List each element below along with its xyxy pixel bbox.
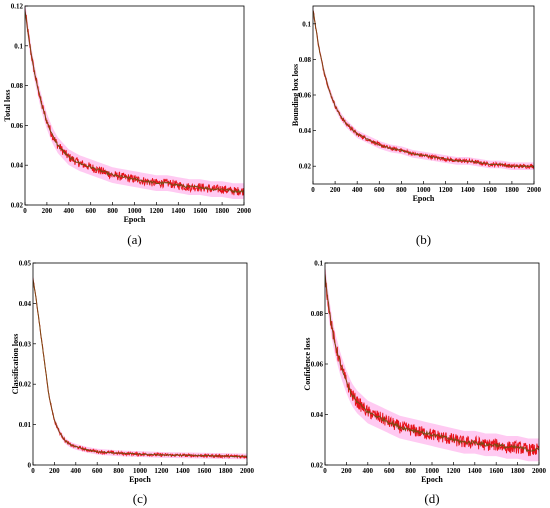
x-tick-label: 400 [64, 207, 75, 215]
y-tick-label: 0.04 [11, 162, 24, 170]
y-tick-label: 0.04 [299, 127, 312, 135]
x-tick-label: 800 [396, 186, 407, 194]
panel-caption: (c) [133, 491, 147, 506]
y-tick-label: 0.06 [11, 122, 24, 130]
y-tick-label: 0.02 [19, 381, 32, 389]
y-tick-label: 0.05 [19, 260, 32, 268]
x-axis-label: Epoch [124, 215, 146, 224]
x-tick-label: 1800 [505, 186, 520, 194]
x-tick-label: 1600 [483, 186, 498, 194]
x-tick-label: 1600 [193, 207, 208, 215]
x-tick-label: 1600 [489, 467, 504, 475]
x-tick-label: 600 [384, 467, 395, 475]
y-tick-label: 0.04 [19, 300, 32, 308]
x-tick-label: 200 [49, 467, 60, 475]
x-tick-label: 200 [330, 186, 341, 194]
x-tick-label: 800 [113, 467, 124, 475]
x-tick-label: 2000 [532, 467, 547, 475]
y-tick-label: 0.1 [302, 20, 311, 28]
y-tick-label: 0.02 [311, 462, 324, 470]
series-envelope [313, 6, 534, 171]
series-line-trend [313, 10, 534, 168]
x-tick-label: 800 [107, 207, 118, 215]
x-tick-label: 600 [85, 207, 96, 215]
y-tick-label: 0.06 [311, 361, 324, 369]
series-line-noisy [25, 8, 244, 196]
x-tick-label: 1400 [171, 207, 186, 215]
series-line-trend [33, 279, 247, 458]
x-tick-label: 2000 [237, 207, 252, 215]
x-tick-label: 800 [405, 467, 416, 475]
x-tick-label: 2000 [527, 186, 542, 194]
y-tick-label: 0.12 [11, 3, 24, 11]
x-tick-label: 1200 [446, 467, 461, 475]
x-tick-label: 1400 [461, 186, 476, 194]
x-tick-label: 200 [341, 467, 352, 475]
x-tick-label: 1000 [128, 207, 143, 215]
y-tick-label: 0.04 [311, 411, 324, 419]
y-tick-label: 0.01 [19, 421, 32, 429]
y-tick-label: 0.1 [14, 42, 23, 50]
y-axis-label: Total loss [3, 90, 12, 122]
x-tick-label: 1200 [439, 186, 454, 194]
x-tick-label: 1800 [215, 207, 230, 215]
x-tick-label: 1000 [425, 467, 440, 475]
x-tick-label: 1800 [511, 467, 526, 475]
panel-caption: (b) [416, 232, 431, 247]
chart-panel-4: 0 200 400 600 800 1000 1200 1400 1600 1800 2000 0.0… [303, 260, 547, 507]
series-line-trend [325, 273, 539, 453]
x-tick-label: 0 [311, 186, 315, 194]
chart-panel-1: 0 200 400 600 800 1000 1200 1400 1600 1800 2000 0.0… [3, 3, 252, 248]
x-tick-label: 1000 [417, 186, 432, 194]
x-tick-label: 400 [71, 467, 82, 475]
panel-caption: (d) [424, 491, 439, 506]
y-axis-label: Classification loss [11, 334, 20, 395]
series-envelope [25, 6, 244, 199]
y-tick-label: 0.08 [311, 310, 324, 318]
series-line-noisy [325, 269, 539, 457]
chart-panel-2: 0 200 400 600 800 1000 1200 1400 1600 1800 2000 0.0… [291, 5, 542, 247]
x-tick-label: 1200 [149, 207, 164, 215]
y-axis-label: Bounding box loss [291, 64, 300, 126]
x-tick-label: 2000 [240, 467, 255, 475]
x-tick-label: 1400 [176, 467, 191, 475]
y-tick-label: 0.02 [299, 163, 312, 171]
plot-frame [32, 262, 248, 466]
series-line-trend [25, 11, 244, 194]
x-axis-label: Epoch [413, 194, 435, 203]
y-axis-label: Confidence loss [303, 337, 312, 390]
x-tick-label: 400 [363, 467, 374, 475]
series-line-noisy [313, 10, 534, 170]
x-tick-label: 0 [31, 467, 35, 475]
x-axis-label: Epoch [129, 475, 151, 484]
series-envelope [325, 264, 539, 462]
series-line-noisy [33, 277, 247, 460]
panel-caption: (a) [127, 232, 141, 247]
x-tick-label: 1400 [468, 467, 483, 475]
x-tick-label: 0 [323, 467, 327, 475]
y-tick-label: 0 [28, 462, 32, 470]
y-tick-label: 0.03 [19, 340, 32, 348]
y-tick-label: 0.08 [11, 82, 24, 90]
x-tick-label: 0 [23, 207, 27, 215]
chart-panel-3: 0 200 400 600 800 1000 1200 1400 1600 1800 2000 0 0.… [11, 260, 255, 507]
series-envelope [33, 276, 247, 460]
x-tick-label: 600 [374, 186, 385, 194]
x-tick-label: 1000 [133, 467, 148, 475]
y-tick-label: 0.08 [299, 56, 312, 64]
x-axis-label: Epoch [421, 475, 443, 484]
y-tick-label: 0.02 [11, 202, 24, 210]
x-tick-label: 200 [42, 207, 53, 215]
y-tick-label: 0.1 [314, 260, 323, 268]
x-tick-label: 1800 [219, 467, 234, 475]
x-tick-label: 1600 [197, 467, 212, 475]
x-tick-label: 600 [92, 467, 103, 475]
y-tick-label: 0.06 [299, 92, 312, 100]
x-tick-label: 1200 [154, 467, 169, 475]
x-tick-label: 400 [352, 186, 363, 194]
